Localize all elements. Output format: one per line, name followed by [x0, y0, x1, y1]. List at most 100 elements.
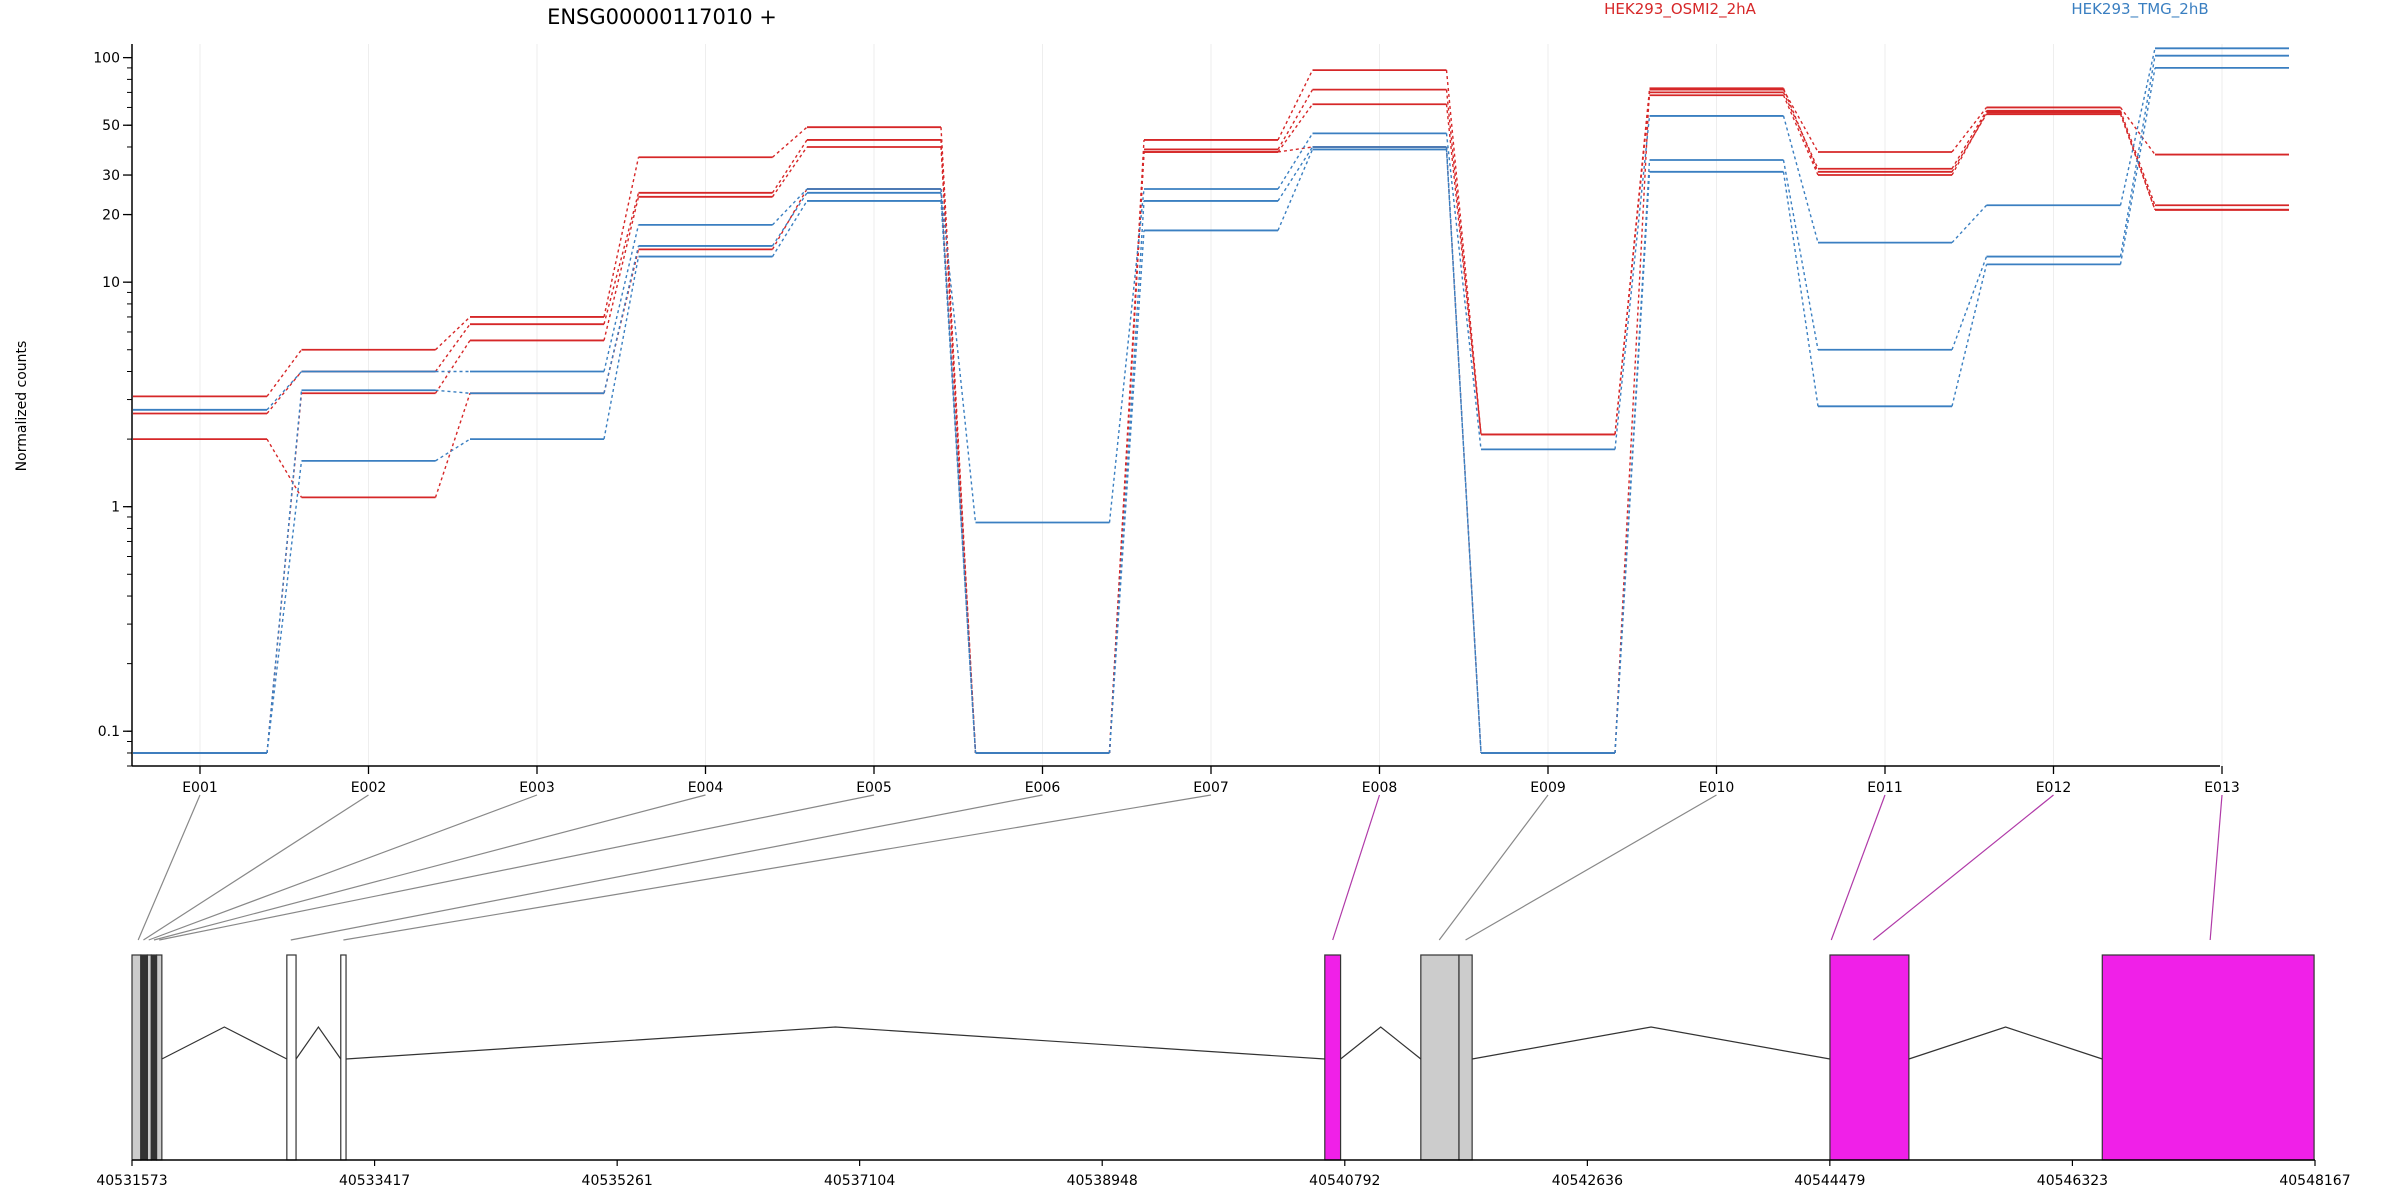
series-connector — [603, 196, 640, 341]
series-connector — [2119, 67, 2156, 265]
series-connector — [1951, 113, 1988, 173]
series-connector — [1277, 69, 1314, 141]
genomic-tick-label: 40546323 — [2037, 1173, 2108, 1189]
series-connector — [1951, 264, 1988, 407]
gridlines — [199, 44, 2223, 766]
genomic-tick-label: 40540792 — [1309, 1173, 1380, 1189]
series-connector — [1951, 107, 1988, 153]
x-tick-label: E011 — [1867, 780, 1903, 796]
genomic-tick-label: 40544479 — [1794, 1173, 1865, 1189]
series-connector — [435, 389, 471, 394]
intron — [345, 1026, 1325, 1060]
y-tick-label: 1 — [111, 500, 120, 516]
series-connector — [1445, 149, 1482, 754]
series-connector — [771, 200, 808, 257]
series-connector — [603, 256, 640, 440]
y-axis-label: Normalized counts — [14, 341, 30, 472]
series-connector — [1445, 133, 1482, 450]
series-connector — [1951, 110, 1988, 170]
series-connector — [771, 139, 808, 194]
series-connector — [266, 438, 303, 498]
bin-connector — [148, 794, 538, 941]
series-connector — [1782, 171, 1819, 407]
series-connector — [2119, 113, 2156, 211]
series-connector — [1782, 115, 1819, 243]
series-connector — [434, 323, 471, 372]
x-tick-label: E005 — [856, 780, 892, 796]
series-connector — [771, 188, 808, 226]
x-tick-label: E009 — [1530, 780, 1566, 796]
genomic-tick-label: 40535261 — [582, 1173, 653, 1189]
series-connector — [940, 200, 977, 754]
axes: 0.1 1 10 20 30 50 100 E001 E002 E003 E004 E005 E006 E… — [93, 44, 2240, 796]
bin-connector — [2209, 794, 2223, 941]
series-connector — [1277, 132, 1314, 190]
series-connector — [266, 460, 303, 754]
series-connector — [1445, 146, 1482, 754]
exon — [1324, 954, 1342, 1161]
y-tick-label: 10 — [102, 275, 120, 291]
series-connector — [1782, 89, 1819, 153]
series-connector — [940, 188, 977, 523]
gene-model: 40531573 40533417 40535261 40537104 40538948… — [96, 794, 2351, 1189]
series-connector — [1782, 92, 1819, 170]
series-connector — [434, 393, 471, 498]
x-tick-label: E008 — [1362, 780, 1398, 796]
intron — [161, 1026, 288, 1060]
genomic-tick-label: 40538948 — [1067, 1173, 1138, 1189]
series-connector — [435, 438, 471, 462]
series-connector — [2119, 110, 2156, 206]
exon — [140, 954, 148, 1161]
series-connector — [1108, 151, 1145, 754]
exon — [286, 954, 297, 1161]
genomic-tick-label: 40537104 — [824, 1173, 895, 1189]
x-tick-label: E003 — [519, 780, 555, 796]
x-tick-label: E004 — [688, 780, 724, 796]
series-connector — [1277, 103, 1314, 153]
intron — [295, 1025, 342, 1060]
bin-connector — [290, 794, 1043, 941]
chart-title: ENSG00000117010 + — [547, 5, 777, 29]
series — [133, 47, 2289, 524]
series-connector — [771, 192, 808, 247]
series-connector — [1277, 149, 1314, 231]
genomic-tick-label: 40533417 — [339, 1173, 410, 1189]
y-tick-label: 20 — [102, 208, 120, 224]
legend-entry-tmg: HEK293_TMG_2hB — [2071, 0, 2208, 19]
series-connector — [2119, 107, 2156, 155]
genomic-tick-label: 40548167 — [2279, 1173, 2350, 1189]
series-connector — [603, 157, 640, 318]
y-tick-label: 50 — [102, 118, 120, 134]
y-tick-label: 30 — [102, 168, 120, 184]
intron — [1908, 1026, 2103, 1060]
exon — [1829, 954, 1910, 1161]
bin-connector — [343, 794, 1212, 941]
exon — [156, 954, 163, 1161]
series-connector — [1445, 104, 1482, 435]
series-connector — [1782, 94, 1819, 176]
y-tick-label: 0.1 — [98, 724, 120, 740]
x-tick-label: E007 — [1193, 780, 1229, 796]
bin-connector — [1830, 794, 1886, 941]
x-tick-label: E010 — [1699, 780, 1735, 796]
series-connector — [1614, 92, 1651, 435]
series-connector — [1782, 159, 1819, 350]
series-connector — [1108, 188, 1145, 523]
series-connector — [435, 316, 471, 351]
series-connector — [603, 192, 640, 325]
exon — [150, 954, 158, 1161]
series-connector — [1951, 256, 1988, 350]
bin-connector — [1872, 794, 2054, 941]
series-connector — [266, 349, 303, 397]
x-tick-label: E002 — [351, 780, 387, 796]
bin-connector — [137, 794, 201, 941]
series-connector — [1445, 89, 1482, 435]
series-connector — [266, 390, 303, 754]
y-tick-label: 100 — [93, 51, 120, 67]
series-connector — [1614, 171, 1651, 754]
series-connector — [1108, 230, 1145, 754]
series-connector — [1614, 88, 1651, 754]
bin-connector — [143, 794, 369, 941]
bin-connector — [1332, 794, 1381, 941]
exon — [1420, 954, 1460, 1161]
